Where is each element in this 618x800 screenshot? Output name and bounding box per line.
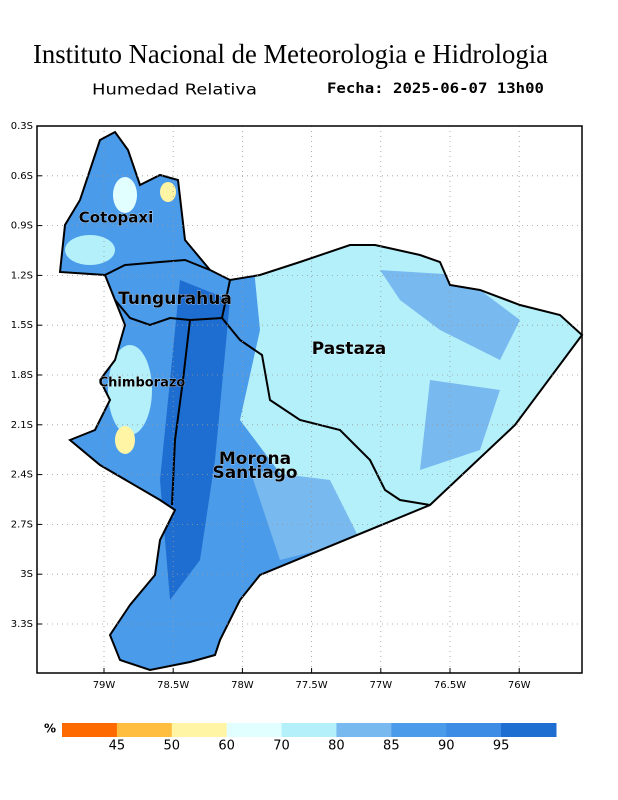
lon-tick-label: 77.5W	[296, 680, 328, 691]
lat-tick-label: 1.5S	[11, 320, 33, 331]
field-north	[380, 270, 520, 360]
field-dry-spot	[115, 426, 135, 454]
field-south	[250, 470, 360, 560]
region-label: Chimborazo	[99, 376, 186, 391]
subtitle: Humedad Relativa	[92, 81, 257, 99]
colorbar-label: 50	[164, 739, 181, 754]
region-label: Morona	[219, 449, 291, 469]
colorbar-swatch	[171, 723, 228, 737]
map-frame	[36, 125, 583, 674]
lon-tick-label: 77W	[369, 680, 392, 691]
lon-tick-label: 76.5W	[434, 680, 466, 691]
axis-ticks: 0.3S 0.6S 0.9S 1.2S 1.5S 1.8S 2.1S 2.4S 2.7S 3S 3.…	[11, 121, 531, 691]
field-dry-spot	[160, 182, 176, 202]
colorbar-swatch	[391, 723, 447, 737]
colorbar-label: 95	[493, 739, 510, 754]
graticule	[37, 126, 582, 673]
lat-tick-label: 0.3S	[11, 121, 33, 132]
region-labels: Cotopaxi Tungurahua Pastaza Chimborazo Moron…	[79, 208, 387, 483]
title: Instituto Nacional de Meteorologia e Hid…	[33, 39, 548, 69]
lat-tick-label: 2.4S	[11, 470, 33, 481]
region-label: Tungurahua	[118, 289, 232, 309]
colorbar-label: 80	[328, 739, 345, 754]
field-andes	[160, 280, 230, 600]
colorbar-label: 90	[438, 739, 455, 754]
lat-tick-label: 0.6S	[11, 171, 33, 182]
colorbar-unit: %	[44, 722, 56, 736]
field-chimborazo	[108, 345, 152, 435]
colorbar-swatch	[501, 723, 557, 737]
border-pastaza-morona	[221, 317, 431, 506]
lon-tick-label: 76W	[508, 680, 531, 691]
border-cotopaxi-tungurahua	[104, 258, 211, 276]
colorbar: % 45 50 60 70 80 85 90 95	[44, 722, 557, 754]
lat-tick-label: 1.8S	[11, 370, 33, 381]
colorbar-label: 45	[109, 739, 126, 754]
colorbar-label: 70	[273, 739, 290, 754]
colorbar-swatch	[62, 723, 118, 737]
lon-tick-label: 78W	[231, 680, 254, 691]
lat-tick-label: 3.3S	[11, 619, 33, 630]
field-west-light	[65, 235, 115, 265]
colorbar-swatch	[446, 723, 502, 737]
date: Fecha: 2025-06-07 13h00	[327, 81, 544, 97]
province-borders	[104, 258, 431, 506]
lat-tick-label: 1.2S	[11, 270, 33, 281]
region-label: Santiago	[212, 463, 297, 483]
colorbar-swatch	[281, 723, 337, 737]
colorbar-swatch	[116, 723, 173, 737]
lon-tick-label: 78.5W	[157, 680, 189, 691]
colorbar-swatch	[226, 723, 283, 737]
colorbar-label: 85	[383, 739, 400, 754]
colorbar-swatch	[336, 723, 392, 737]
lat-tick-label: 3S	[20, 569, 33, 580]
region-label: Cotopaxi	[79, 209, 153, 227]
border-chimborazo-morona	[171, 319, 191, 506]
region-label: Pastaza	[312, 339, 387, 359]
field-east	[420, 380, 500, 470]
lat-tick-label: 2.1S	[11, 420, 33, 431]
lat-tick-label: 0.9S	[11, 221, 33, 232]
lon-tick-label: 79W	[93, 680, 116, 691]
field-cotopaxi	[113, 177, 137, 213]
lat-tick-label: 2.7S	[11, 519, 33, 530]
colorbar-label: 60	[218, 739, 235, 754]
